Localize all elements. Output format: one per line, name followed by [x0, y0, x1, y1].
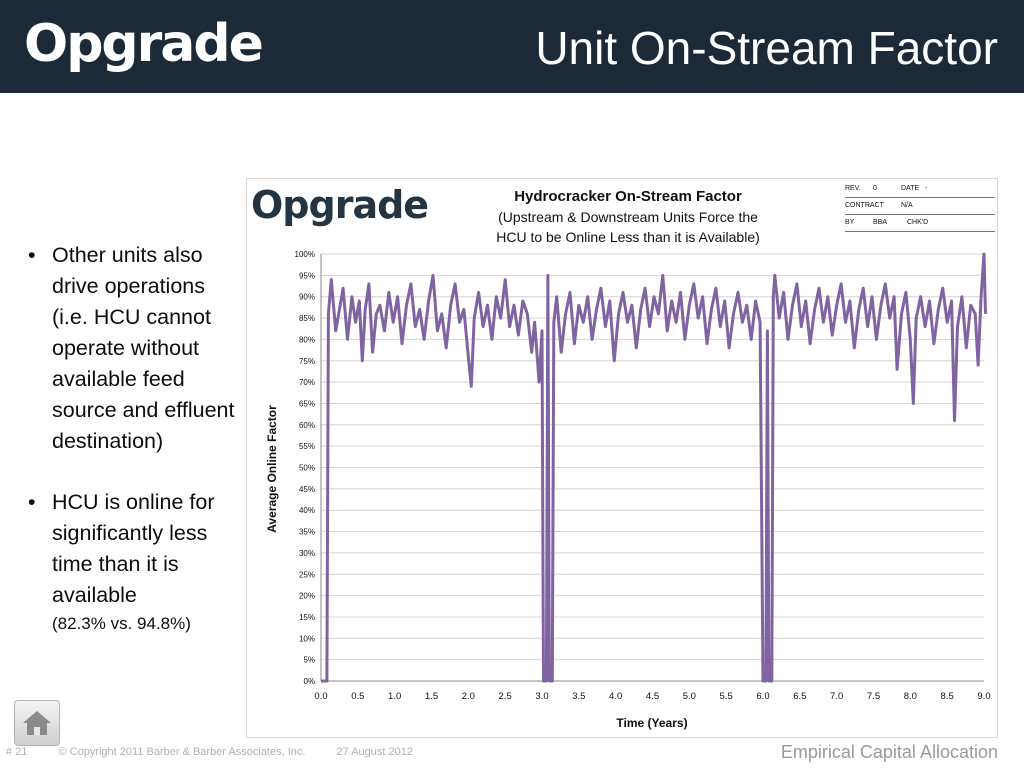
y-tick-label: 100%	[295, 250, 315, 259]
x-tick-label: 8.0	[904, 691, 917, 702]
y-tick-label: 55%	[299, 442, 315, 451]
y-tick-label: 20%	[299, 592, 315, 601]
x-tick-label: 7.0	[830, 691, 843, 702]
bullet-text: HCU is online for significantly less tim…	[52, 490, 215, 607]
y-tick-label: 35%	[299, 528, 315, 537]
y-tick-label: 95%	[299, 271, 315, 280]
y-tick-label: 10%	[299, 634, 315, 643]
y-tick-label: 90%	[299, 293, 315, 302]
rev-label: REV.	[845, 185, 861, 192]
x-tick-label: 6.5	[793, 691, 806, 702]
bullet-list: • Other units also drive operations (i.e…	[28, 240, 238, 637]
y-tick-label: 5%	[303, 656, 315, 665]
date-label: DATE	[901, 185, 920, 192]
home-icon	[23, 711, 51, 735]
x-tick-label: 6.0	[756, 691, 769, 702]
copyright-text: © Copyright 2011 Barber & Barber Associa…	[58, 746, 306, 758]
y-tick-label: 75%	[299, 357, 315, 366]
bullet-dot: •	[28, 243, 36, 267]
y-tick-label: 80%	[299, 335, 315, 344]
date-value: -	[925, 185, 928, 192]
chart-subtitle-line1: (Upstream & Downstream Units Force the	[498, 209, 758, 225]
y-axis-label: Average Online Factor	[265, 405, 279, 533]
info-row-rev: REV. 0 DATE -	[845, 181, 995, 198]
y-tick-label: 85%	[299, 314, 315, 323]
x-tick-label: 5.0	[683, 691, 696, 702]
y-tick-label: 0%	[303, 677, 315, 686]
bullet-item: • Other units also drive operations (i.e…	[28, 240, 238, 457]
bullet-dot: •	[28, 490, 36, 514]
x-tick-label: 1.0	[388, 691, 401, 702]
by-label: BY	[845, 219, 855, 226]
opgrade-logo: Opgrade	[24, 14, 264, 74]
info-row-by: BY BBA CHK'D	[845, 215, 995, 232]
by-value: BBA	[873, 219, 888, 226]
y-tick-label: 30%	[299, 549, 315, 558]
x-tick-label: 2.0	[462, 691, 475, 702]
line-chart: 0% 5% 10% 15% 20% 25% 30% 35% 40% 45% 50% 55% 60% 65%…	[265, 250, 991, 730]
y-tick-label: 50%	[299, 464, 315, 473]
x-tick-label: 5.5	[720, 691, 733, 702]
series-layer	[321, 252, 987, 683]
x-tick-label: 4.0	[609, 691, 622, 702]
bullet-text: Other units also drive operations (i.e. …	[52, 243, 235, 453]
bullet-note: (82.3% vs. 94.8%)	[52, 614, 191, 633]
x-axis-label: Time (Years)	[616, 716, 687, 730]
x-tick-label: 9.0	[977, 691, 990, 702]
x-tick-label: 7.5	[867, 691, 880, 702]
slide-title: Unit On-Stream Factor	[535, 22, 998, 74]
x-tick-label: 1.5	[425, 691, 438, 702]
series-line-online-factor	[321, 252, 987, 683]
x-tick-label: 0.5	[351, 691, 364, 702]
x-tick-label: 8.5	[941, 691, 954, 702]
axis-tick-labels: 0% 5% 10% 15% 20% 25% 30% 35% 40% 45% 50% 55% 60% 65%…	[295, 250, 991, 702]
x-tick-label: 3.0	[535, 691, 548, 702]
chart-logo: Opgrade	[251, 183, 429, 227]
contract-value: N/A	[901, 202, 913, 209]
x-tick-label: 2.5	[499, 691, 512, 702]
home-button[interactable]	[14, 700, 60, 746]
y-tick-label: 25%	[299, 570, 315, 579]
y-tick-label: 70%	[299, 378, 315, 387]
chart-subtitle-line2: HCU to be Online Less than it is Availab…	[496, 229, 760, 245]
contract-label: CONTRACT	[845, 202, 884, 209]
y-tick-label: 15%	[299, 613, 315, 622]
info-row-contract: CONTRACT N/A	[845, 198, 995, 215]
y-tick-label: 65%	[299, 399, 315, 408]
y-tick-label: 45%	[299, 485, 315, 494]
x-tick-label: 4.5	[646, 691, 659, 702]
footer-date: 27 August 2012	[336, 746, 413, 758]
chart-title: Hydrocracker On-Stream Factor	[514, 188, 742, 205]
rev-value: 0	[873, 185, 877, 192]
x-tick-label: 0.0	[314, 691, 327, 702]
y-tick-label: 40%	[299, 506, 315, 515]
slide-header: Opgrade Unit On-Stream Factor	[0, 0, 1024, 93]
x-tick-label: 3.5	[572, 691, 585, 702]
y-tick-label: 60%	[299, 421, 315, 430]
revision-info-table: REV. 0 DATE - CONTRACT N/A BY BBA CHK'D	[845, 181, 995, 232]
chart-title-block: Hydrocracker On-Stream Factor (Upstream …	[483, 187, 773, 247]
slide-number: # 21	[6, 746, 28, 758]
footer-section-title: Empirical Capital Allocation	[780, 742, 998, 762]
bullet-item: • HCU is online for significantly less t…	[28, 487, 238, 637]
footer-left: # 21 © Copyright 2011 Barber & Barber As…	[6, 746, 441, 758]
chkd-label: CHK'D	[907, 219, 929, 226]
chart-image: Opgrade Hydrocracker On-Stream Factor (U…	[246, 178, 998, 738]
